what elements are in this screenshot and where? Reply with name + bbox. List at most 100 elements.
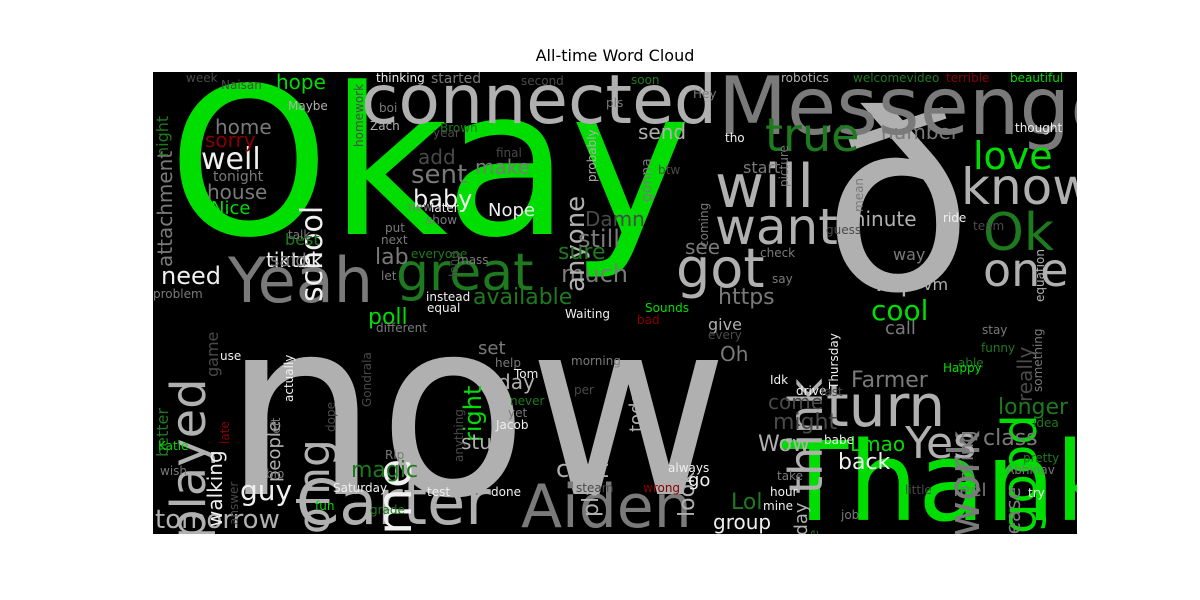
- word-minute: minute: [846, 207, 917, 231]
- word-tiktok: tiktok: [266, 248, 323, 272]
- word-pls: pls: [606, 96, 624, 110]
- word-help: help: [495, 356, 521, 370]
- word-nice: Nice: [211, 198, 251, 219]
- word-will: will: [715, 152, 815, 222]
- word-ride: ride: [943, 211, 967, 225]
- word-mean: mean: [852, 177, 866, 212]
- word-vm: vm: [923, 275, 949, 294]
- word-thinking: thinking: [376, 72, 425, 85]
- word-oh: Oh: [720, 342, 749, 366]
- word-say: say: [772, 272, 793, 286]
- word-jacob: Jacob: [496, 418, 529, 432]
- word-group: group: [713, 510, 772, 534]
- word-want: want: [715, 198, 838, 256]
- word-check: check: [760, 246, 796, 260]
- word-welcomevideo: welcomevideo: [853, 72, 940, 85]
- word-last: last: [821, 385, 843, 399]
- word-babe: babe: [824, 433, 854, 447]
- word-funny: funny: [981, 341, 1016, 355]
- word-make: make: [475, 155, 530, 179]
- word-cloud: nowOkayðMessengerconnected Thank Yeah Carte…: [153, 72, 1077, 534]
- word-bio: bio: [266, 467, 285, 481]
- word-might: might: [773, 410, 838, 435]
- word-way: way: [893, 245, 926, 264]
- word-put: put: [385, 221, 405, 235]
- word-stuff: stuff: [461, 430, 506, 454]
- word-coming: coming: [697, 202, 711, 247]
- word-able: able: [958, 356, 984, 370]
- word-tho: tho: [725, 131, 745, 145]
- word-zach: Zach: [370, 119, 400, 133]
- word-try: try: [1028, 486, 1045, 500]
- word-morning: morning: [571, 354, 621, 368]
- word-different: different: [376, 321, 427, 335]
- word-done: done: [491, 485, 521, 499]
- word-robotics: robotics: [781, 72, 829, 85]
- word-call: call: [885, 318, 916, 339]
- word-dope: dope: [324, 402, 338, 432]
- word-see: see: [685, 235, 721, 259]
- word-later: later: [431, 201, 459, 215]
- word-love: love: [973, 134, 1053, 178]
- word-hey: Hey: [693, 87, 717, 101]
- word-now: now: [223, 267, 729, 534]
- word-nope: Nope: [488, 200, 535, 221]
- word-attachment: attachment: [153, 150, 177, 267]
- word-going: going: [289, 439, 340, 534]
- word-gondrala: Gondrala: [360, 352, 374, 407]
- word-carter: Carter: [296, 466, 491, 534]
- word-bad: bad: [637, 313, 660, 327]
- word-mine: mine: [763, 499, 794, 513]
- word-final: final: [496, 146, 522, 160]
- word-week: week: [186, 72, 218, 85]
- word-farmer: Farmer: [851, 368, 928, 393]
- word-home: home: [215, 115, 272, 139]
- word-place: place: [807, 530, 821, 534]
- word-well: well: [201, 142, 261, 177]
- word-test: test: [427, 485, 451, 499]
- word-back: back: [838, 450, 891, 475]
- word-actually: actually: [282, 354, 296, 402]
- word-number: number: [881, 120, 960, 144]
- word-team: team: [973, 219, 1005, 233]
- word-thank: Thank: [781, 418, 1077, 534]
- word-add: add: [418, 145, 456, 169]
- word-lol: Lol: [731, 490, 763, 515]
- word-maybe: Maybe: [288, 99, 328, 113]
- word-chat: chat: [556, 455, 609, 483]
- word-let: let: [381, 269, 397, 283]
- word-game: game: [203, 331, 222, 377]
- word-said: said: [270, 250, 307, 271]
- word-anything: anything: [452, 409, 466, 462]
- word-picture: picture: [777, 145, 791, 187]
- word-day: day: [498, 370, 535, 394]
- word-idk: Idk: [770, 373, 789, 387]
- word-equation: equation: [1033, 249, 1047, 302]
- word-connected: connected: [361, 72, 718, 140]
- word-baby: baby: [413, 185, 473, 213]
- word-abhinav: Abhinav: [1006, 463, 1055, 477]
- word-left: left: [269, 417, 283, 437]
- word-turn: turn: [826, 372, 946, 440]
- word-something: something: [1031, 328, 1045, 392]
- word-idea: idea: [1033, 416, 1059, 430]
- word-messenger: Messenger: [718, 72, 1077, 153]
- word-okay: Okay: [168, 72, 692, 283]
- word-tom: Tom: [514, 367, 539, 381]
- word-stay: stay: [982, 323, 1008, 337]
- word-aiden: Aiden: [521, 472, 692, 534]
- word-use: use: [220, 349, 242, 363]
- word-yeah: Yeah: [228, 244, 374, 317]
- word-sounds: Sounds: [645, 301, 690, 315]
- word-show: show: [426, 213, 458, 227]
- word-one: one: [983, 243, 1069, 297]
- word-drive: drive: [796, 384, 827, 398]
- word-little: little: [905, 483, 932, 497]
- word-guy: guy: [240, 474, 293, 507]
- word-instead: instead: [426, 290, 471, 304]
- word-pretty: pretty: [1023, 451, 1060, 465]
- word-wrong: wrong: [643, 481, 681, 495]
- word-damn: Damn: [585, 207, 645, 231]
- word-much: much: [561, 260, 628, 288]
- word-take: take: [777, 469, 803, 483]
